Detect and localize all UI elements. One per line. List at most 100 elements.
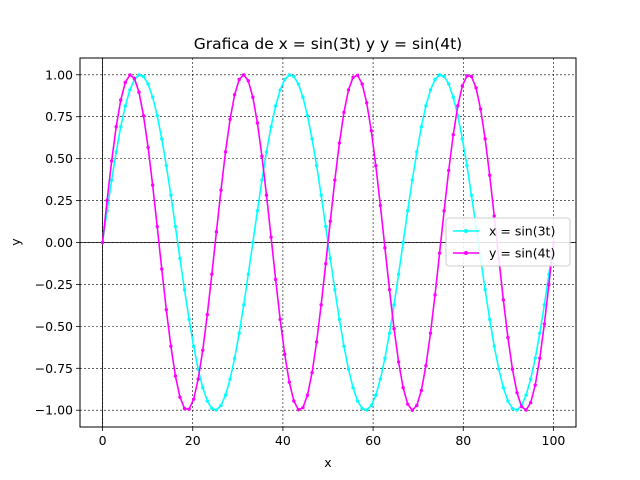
data-point (374, 163, 378, 168)
data-point (205, 399, 209, 403)
data-point (155, 224, 159, 229)
data-point (460, 137, 465, 141)
data-point (228, 117, 232, 121)
data-point (210, 272, 214, 276)
data-point (228, 377, 232, 381)
data-point (314, 340, 319, 344)
data-point (342, 110, 346, 115)
data-point (182, 406, 187, 411)
data-point (173, 374, 178, 378)
data-point (415, 150, 419, 154)
data-point (264, 193, 269, 197)
y-tick-label: 0.25 (45, 193, 73, 208)
data-point (150, 95, 155, 99)
data-point (246, 272, 250, 276)
data-point (160, 267, 164, 271)
data-point (478, 107, 483, 111)
data-point (346, 367, 351, 371)
data-point (114, 150, 118, 154)
chart-title: Grafica de x = sin(3t) y y = sin(4t) (194, 35, 462, 53)
data-point (109, 159, 114, 163)
x-tick-label: 20 (185, 433, 201, 448)
data-point (447, 82, 451, 86)
data-point (406, 402, 410, 406)
data-point (442, 74, 446, 79)
data-point (324, 224, 328, 229)
data-point (538, 356, 542, 360)
data-point (437, 73, 442, 77)
data-point (497, 367, 501, 371)
data-point (469, 74, 474, 79)
x-tick-label: 100 (542, 433, 566, 448)
data-point (383, 356, 387, 360)
data-point (528, 400, 533, 405)
data-point (524, 408, 528, 412)
data-point (255, 209, 260, 213)
data-point (251, 95, 255, 99)
data-point (141, 74, 146, 79)
data-point (278, 88, 282, 92)
data-point (164, 308, 169, 312)
data-point (264, 150, 269, 154)
data-point (351, 386, 355, 390)
data-point (109, 178, 114, 182)
data-point (219, 403, 223, 408)
data-point (437, 251, 442, 255)
data-point (510, 367, 515, 371)
data-point (105, 198, 109, 203)
data-point (419, 125, 424, 129)
data-point (169, 344, 173, 348)
data-point (173, 224, 178, 229)
data-point (538, 331, 542, 335)
data-point (164, 163, 169, 168)
data-point (396, 360, 401, 364)
data-point (410, 408, 414, 412)
data-point (469, 193, 474, 197)
data-point (273, 277, 278, 282)
data-point (232, 92, 237, 97)
data-point (314, 163, 319, 168)
y-tick-label: −0.25 (35, 277, 73, 292)
ticks: 0 20 40 60 80 100 −1.00 −0.75 −0.50 −0.25 0.00 0.25… (35, 67, 566, 448)
data-point (296, 408, 301, 412)
data-point (242, 73, 246, 77)
data-point (119, 98, 123, 102)
data-point (201, 386, 205, 390)
data-point (465, 163, 469, 168)
y-tick-label: 0.00 (45, 235, 73, 250)
data-point (528, 377, 533, 381)
data-point (210, 406, 214, 411)
data-point (178, 256, 182, 261)
x-tick-label: 0 (99, 433, 107, 448)
legend: x = sin(3t) y = sin(4t) (445, 217, 571, 267)
data-point (214, 408, 219, 412)
data-point (337, 317, 342, 322)
x-tick-label: 60 (365, 433, 381, 448)
data-point (214, 230, 219, 234)
data-point (542, 303, 547, 307)
data-point (374, 393, 378, 397)
data-point (451, 132, 455, 137)
data-point (260, 178, 264, 182)
data-point (487, 317, 492, 322)
data-point (137, 90, 141, 94)
data-point (223, 150, 228, 154)
data-point (119, 125, 123, 129)
data-point (533, 356, 537, 360)
data-point (160, 137, 164, 141)
data-point (301, 405, 305, 410)
data-point (296, 82, 301, 86)
data-point (342, 344, 346, 348)
data-point (428, 331, 433, 335)
data-point (324, 262, 328, 266)
data-point (406, 209, 410, 213)
data-point (392, 326, 396, 331)
data-point (242, 303, 246, 307)
data-point (428, 88, 433, 92)
data-point (369, 128, 373, 133)
data-point (360, 406, 364, 411)
data-point (255, 121, 260, 125)
data-point (310, 370, 314, 375)
data-point (355, 399, 360, 403)
data-point (146, 145, 150, 150)
